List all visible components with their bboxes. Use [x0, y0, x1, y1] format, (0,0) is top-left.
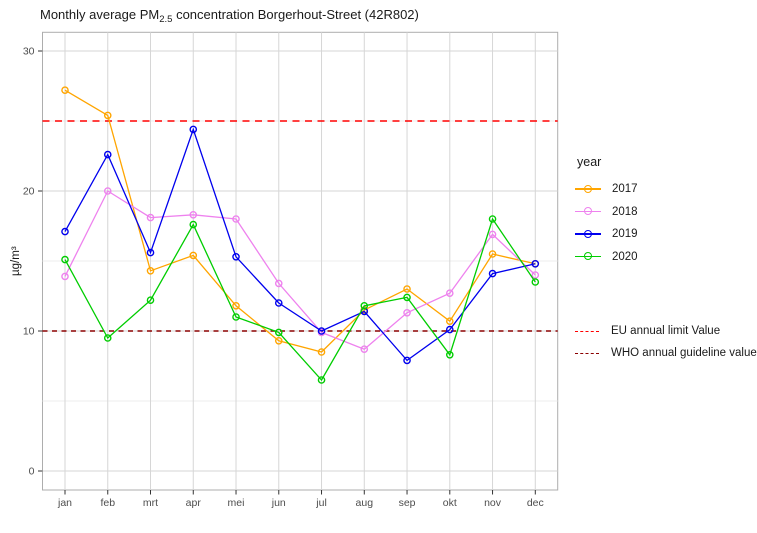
svg-text:30: 30 — [23, 46, 35, 58]
svg-text:sep: sep — [399, 497, 416, 509]
svg-text:mei: mei — [228, 497, 245, 509]
chart-title-subscript: 2.5 — [159, 14, 173, 25]
legend-label: EU annual limit Value — [611, 325, 721, 337]
svg-text:mrt: mrt — [143, 497, 158, 509]
legend-item-2020[interactable]: 2020 — [575, 246, 755, 269]
legend-label: 2019 — [612, 228, 638, 241]
legend-label: 2020 — [612, 250, 638, 263]
chart-title-suffix: concentration Borgerhout-Street (42R802) — [172, 7, 419, 22]
svg-text:okt: okt — [443, 497, 457, 509]
legend-item-eu-limit[interactable]: EU annual limit Value — [575, 320, 757, 342]
svg-text:aug: aug — [356, 497, 374, 509]
legend-item-2018[interactable]: 2018 — [575, 201, 755, 224]
svg-text:dec: dec — [527, 497, 544, 509]
svg-text:jan: jan — [57, 497, 72, 509]
chart-title-prefix: Monthly average PM — [40, 7, 160, 22]
svg-text:0: 0 — [29, 466, 35, 478]
svg-text:jul: jul — [315, 497, 327, 509]
legend-label: 2017 — [612, 183, 638, 196]
svg-text:10: 10 — [23, 326, 35, 338]
line-circle-key-icon — [575, 182, 601, 196]
svg-text:nov: nov — [484, 497, 502, 509]
legend-item-who-guideline[interactable]: WHO annual guideline value — [575, 342, 757, 364]
legend-item-2019[interactable]: 2019 — [575, 223, 755, 246]
legend-item-2017[interactable]: 2017 — [575, 178, 755, 201]
line-circle-key-icon — [575, 205, 601, 219]
svg-text:feb: feb — [100, 497, 115, 509]
legend-label: 2018 — [612, 205, 638, 218]
legend-title: year — [577, 155, 602, 169]
svg-text:apr: apr — [186, 497, 202, 509]
dashed-line-key-icon — [575, 352, 599, 354]
legend-label: WHO annual guideline value — [611, 347, 757, 359]
legend-reference-lines: EU annual limit Value WHO annual guideli… — [575, 320, 757, 364]
svg-text:jun: jun — [271, 497, 286, 509]
svg-text:µg/m³: µg/m³ — [10, 246, 22, 276]
line-circle-key-icon — [575, 227, 601, 241]
legend-years: year 2017 2018 2019 2020 — [575, 155, 755, 268]
line-circle-key-icon — [575, 250, 601, 264]
dashed-line-key-icon — [575, 330, 599, 332]
svg-text:20: 20 — [23, 186, 35, 198]
chart-title: Monthly average PM2.5 concentration Borg… — [40, 7, 419, 25]
